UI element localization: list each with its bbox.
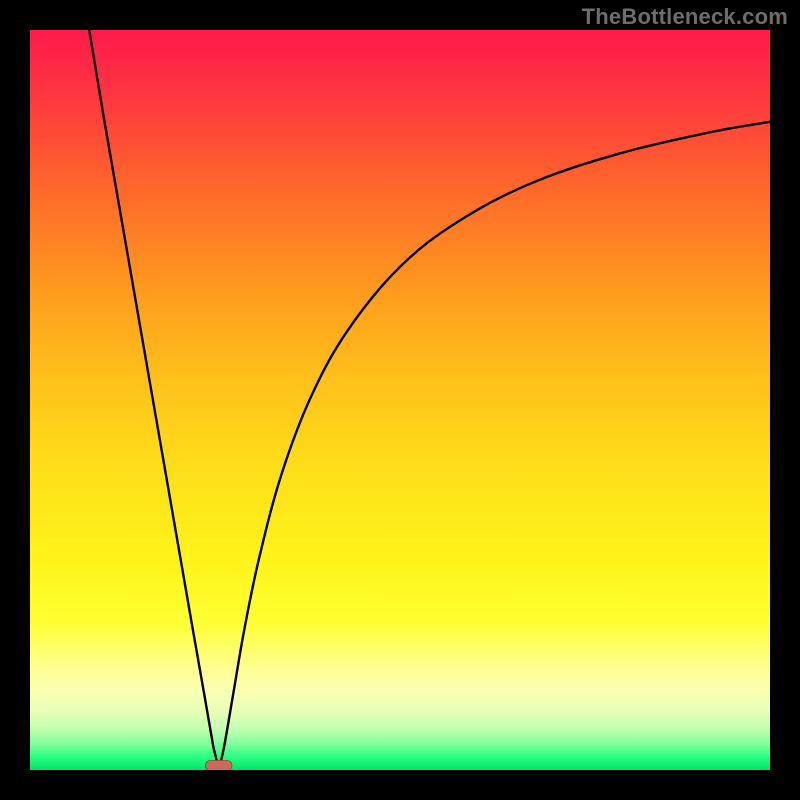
plot-svg — [30, 30, 770, 770]
gradient-background — [30, 30, 770, 770]
chart-frame: TheBottleneck.com — [0, 0, 800, 800]
optimal-point-marker — [205, 760, 232, 770]
plot-area — [30, 30, 770, 770]
watermark-text: TheBottleneck.com — [582, 4, 788, 30]
